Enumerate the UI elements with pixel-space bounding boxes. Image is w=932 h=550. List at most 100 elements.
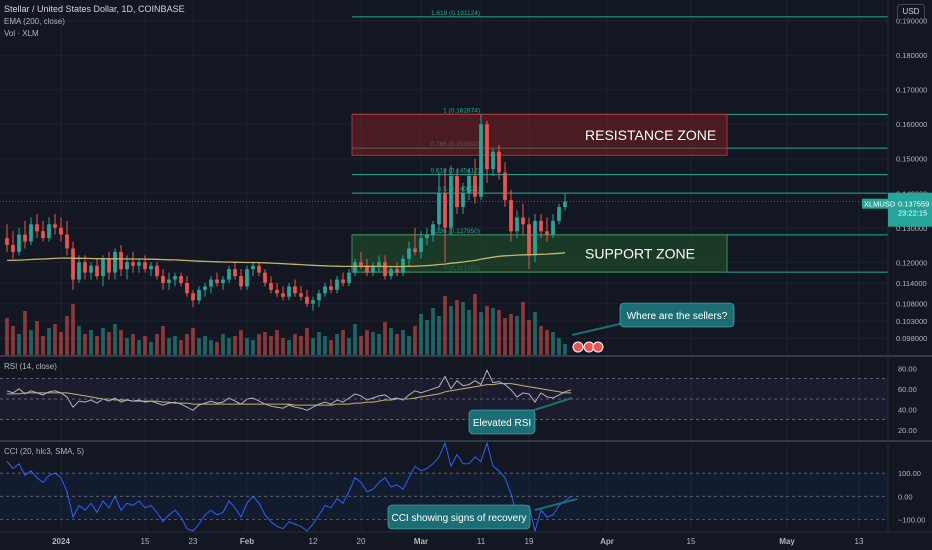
cci-axis-label: −100.00 [898,515,925,524]
volume-bar [233,336,237,356]
last-price-value: 0.137559 [898,200,929,209]
candle [119,251,123,270]
cci-indicator-label[interactable]: CCI (20, hlc3, SMA, 5) [4,447,85,456]
ema-indicator-label[interactable]: EMA (200, close) [4,17,65,26]
rsi-ma-line [7,383,571,406]
rsi-axis-label: 40.00 [898,405,917,414]
time-axis-label: 13 [855,537,864,546]
volume-bar [47,328,51,356]
volume-bar [23,311,27,356]
candle [371,265,375,273]
price-axis-label: 0.108000 [896,300,927,309]
volume-bar [485,306,489,356]
volume-bar [281,338,285,356]
volume-bar [149,342,153,356]
candle [497,151,501,173]
volume-bar [317,332,321,356]
currency-button[interactable]: USD [897,4,925,20]
volume-bar [41,336,45,356]
volume-bar [239,330,243,356]
volume-bar [185,334,189,356]
volume-bar [173,336,177,356]
volume-bar [179,340,183,356]
candle [251,265,255,270]
time-axis[interactable]: 2024 15 23 Feb 12 20 Mar 11 19 Apr 15 May 13 [52,537,864,546]
callout-sellers-box[interactable] [619,302,735,328]
candle [11,245,15,252]
candle [71,248,75,280]
candle [179,276,183,283]
volume-bar [269,336,273,356]
volume-bar [395,334,399,356]
callouts-layer[interactable]: Where are the sellers? Elevated RSI CCI … [387,302,735,530]
resistance-zone[interactable] [351,113,728,156]
event-marker-icon[interactable] [572,341,584,353]
cci-axis-label: 100.00 [898,469,921,478]
candle [353,262,357,273]
rsi-axis-label: 20.00 [898,426,917,435]
candle [425,234,429,239]
time-axis-label: 19 [525,537,534,546]
volume-bar [245,338,249,356]
callout-rsi-text: Elevated RSI [473,418,531,429]
candle [233,269,237,277]
volume-bar [203,336,207,356]
candle [395,269,399,273]
candle [527,224,531,256]
callout-sellers-text: Where are the sellers? [627,311,728,322]
callout-rsi-box[interactable] [468,409,536,435]
volume-bar [467,310,471,356]
candle [437,193,441,225]
candle [239,276,243,287]
candle [317,293,321,301]
marker-icons[interactable] [572,341,604,353]
volume-bar [65,316,69,356]
candle [23,234,27,242]
callout-cci-box[interactable] [387,504,531,530]
volume-bar [407,336,411,356]
volume-bar [191,328,195,356]
volume-bar [413,326,417,356]
candle [323,286,327,294]
volume-bar [59,332,63,356]
candle [113,251,117,273]
last-price-tag-box [888,192,932,227]
candle [83,262,87,273]
volume-bar [461,302,465,356]
candle [161,276,165,283]
volume-bar [431,308,435,356]
rsi-pane[interactable] [0,369,888,420]
candle [461,193,465,208]
candle [557,207,561,221]
volume-bar [389,328,393,356]
candle [431,224,435,235]
volume-bar [71,304,75,356]
price-axis-label: 0.170000 [896,86,927,95]
volume-bar [371,332,375,356]
event-marker-icon[interactable] [592,341,604,353]
volume-bar [131,334,135,356]
candle [365,265,369,273]
callout-sellers-arrow [571,322,625,336]
candle [509,200,513,232]
price-axis-label: 0.160000 [896,120,927,129]
rsi-indicator-label[interactable]: RSI (14, close) [4,362,57,371]
candle [329,286,333,290]
volume-indicator-label[interactable]: Vol · XLM [4,29,39,38]
volume-bar [329,340,333,356]
candle [203,286,207,290]
volume-bar [437,316,441,356]
volume-bar [287,340,291,356]
candle [245,269,249,287]
volume-bar [17,334,21,356]
candle [467,176,471,194]
volume-bar [257,334,261,356]
volume-bar [221,334,225,356]
volume-bar [473,294,477,356]
candle [539,220,543,232]
price-axis-label: 0.190000 [896,17,927,26]
ema-200-line [6,252,566,268]
candle [515,217,519,232]
candle [359,262,363,266]
